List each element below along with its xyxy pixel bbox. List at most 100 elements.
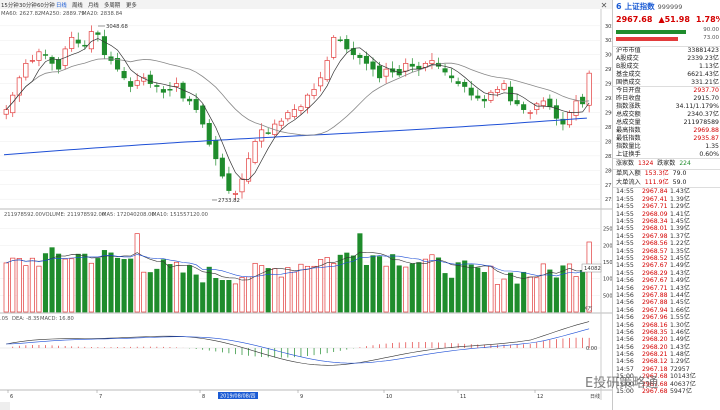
scroll-left-button[interactable]: [0, 402, 10, 410]
tab-weekly[interactable]: 周线: [72, 1, 83, 9]
index-stat-value: 0.60%: [699, 150, 719, 158]
quote-sidebar: 6 上证指数 999999 2967.68 ▲51.98 1.78% 90.00…: [612, 0, 720, 410]
volume-bar: [42, 253, 49, 313]
stat-row: 国债成交 331.21亿: [613, 79, 720, 87]
tab-60min[interactable]: 60分钟: [37, 1, 55, 9]
x-tick-label: 12: [537, 394, 543, 400]
tick-time: 15:00: [616, 388, 634, 396]
candle-body: [462, 81, 468, 87]
tab-30min[interactable]: 30分钟: [19, 1, 37, 9]
volume-tick: 20000: [603, 243, 612, 249]
volume-bar: [344, 252, 350, 313]
tick-row: 14:55 2968.56 1.22亿: [613, 240, 720, 247]
tick-row: 14:56 2967.71 1.43亿: [613, 285, 720, 292]
volume-bar: [101, 250, 108, 313]
volume-bar: [540, 263, 546, 313]
candle-body: [23, 63, 29, 78]
volume-bar: [62, 258, 68, 313]
tick-time: 14:55: [616, 262, 634, 270]
candle-body: [154, 85, 160, 87]
volume-bar: [586, 241, 592, 313]
macd-dif-info: .05: [0, 316, 8, 322]
candle-body: [304, 94, 311, 108]
tick-row: 15:00 2967.68 10143亿: [613, 373, 720, 380]
ma250-line: [3, 117, 587, 156]
tick-volume: 1.29亿: [670, 358, 690, 366]
candle-body: [147, 74, 153, 84]
tick-price: 2967.71: [642, 284, 668, 292]
x-tick-label: 6: [10, 394, 13, 400]
tick-price: 2968.09: [642, 210, 668, 218]
x-axis: 6 7 8 9 10 11 12: [7, 390, 543, 400]
tick-price: 2967.98: [642, 232, 668, 240]
volume-bar: [403, 266, 409, 313]
candle-body: [521, 104, 527, 110]
volume-bar: [154, 268, 160, 313]
candle-body: [508, 86, 514, 102]
volume-bar: [193, 274, 199, 313]
volume-bar: [246, 276, 252, 313]
volume-current-box: [581, 263, 602, 273]
volume-bar: [304, 265, 311, 313]
price-tick: 2925: [605, 96, 612, 102]
volume-bar: [337, 254, 343, 313]
tick-time: 15:00: [616, 380, 634, 388]
tab-daily[interactable]: 日线: [56, 1, 67, 9]
candle-body: [232, 193, 239, 195]
tick-time: 14:55: [616, 247, 634, 255]
tick-price: 2968.35: [642, 328, 668, 336]
tick-time: 14:55: [616, 188, 634, 196]
tick-price: 2968.20: [642, 336, 668, 344]
candle-body: [488, 91, 494, 101]
volume-tick: 25000: [603, 227, 612, 233]
candle-body: [75, 39, 81, 44]
tick-price: 2968.20: [642, 343, 668, 351]
tick-volume: 1.43亿: [670, 269, 690, 277]
tick-price: 2968.16: [642, 321, 668, 329]
high-price-label: 3048.68: [106, 24, 129, 30]
volume-bar: [259, 265, 265, 313]
volume-ma10-line: [6, 254, 590, 278]
tab-more[interactable]: 更多: [126, 1, 137, 9]
volume-bar: [435, 257, 442, 313]
tick-volume: 1.41亿: [670, 210, 690, 218]
tick-row: 14:55 2967.71 1.29亿: [613, 203, 720, 210]
breadth-label-1: 90.00: [703, 27, 719, 33]
candle-body: [121, 71, 127, 79]
volume-bar: [501, 278, 507, 313]
index-stat-label: 上证换手: [616, 150, 641, 158]
candle-body: [278, 120, 284, 126]
tick-list[interactable]: 14:55 2967.84 1.43亿 14:55 2967.41 1.39亿 14:55 2…: [613, 187, 720, 395]
tick-volume: 1.35亿: [670, 247, 690, 255]
candle-body: [494, 89, 501, 93]
candle-body: [344, 39, 350, 50]
tab-multi-period[interactable]: 多周期: [104, 1, 120, 9]
tick-price: 2967.68: [642, 388, 668, 396]
volume-bar: [160, 259, 166, 313]
volume-tick: 10000: [603, 277, 612, 283]
date-highlight-box: [218, 392, 258, 399]
volume-bar: [488, 265, 494, 313]
index-stat-value: 2915.70: [693, 95, 719, 103]
volume-bar: [180, 272, 186, 313]
stat-value: 6621.43亿: [687, 70, 719, 78]
tick-time: 14:55: [616, 225, 634, 233]
date-highlight: 2019/08/08/四: [220, 394, 256, 400]
tab-monthly[interactable]: 月线: [88, 1, 99, 9]
volume-tick: 5000: [603, 293, 612, 299]
price-change: ▲51.98: [658, 15, 690, 24]
candle-body: [285, 112, 291, 120]
kline-chart-area[interactable]: 3050 3025 3000 2975 2950 2925 2900 2875 2850 2825…: [0, 0, 612, 410]
tick-row: 15:00 2967.68 5947亿: [613, 388, 720, 395]
tick-volume: 1.49亿: [670, 336, 690, 344]
up-count-label: 涨家数: [616, 160, 635, 168]
candle-body: [363, 55, 370, 64]
volume-bar: [429, 254, 435, 313]
close-icon[interactable]: ✕: [600, 1, 608, 10]
ma60-line: [5, 58, 590, 136]
tick-time: 14:55: [616, 218, 634, 226]
tab-15min[interactable]: 15分钟: [1, 1, 19, 9]
tick-volume: 1.46亿: [670, 328, 690, 336]
candle-body: [206, 123, 212, 145]
candle-body: [318, 77, 324, 87]
